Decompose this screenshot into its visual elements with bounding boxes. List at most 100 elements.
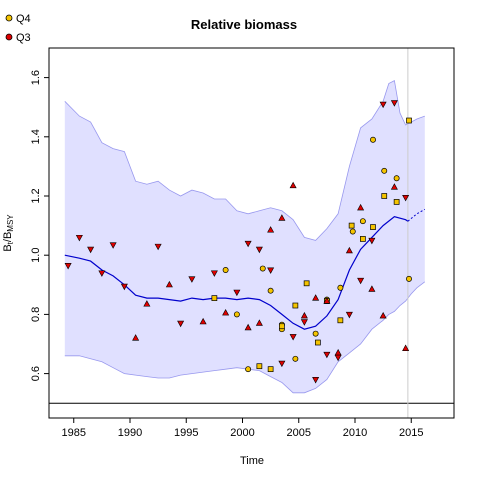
q3-triangle-down [357,277,365,285]
q3-triangle-up [323,297,331,304]
chart-title: Relative biomass [191,17,297,32]
q3-triangle-down [267,267,275,274]
confidence-band [64,79,426,394]
q4-square [381,193,388,199]
q3-triangle-down [120,283,128,291]
q4-point [245,366,252,373]
q3-triangle-down [255,246,263,254]
q4-square [370,224,376,230]
x-tick-label: 2015 [399,427,423,439]
q3-triangle-down [75,234,83,242]
q4-point [349,228,356,235]
q4-point [259,265,266,272]
q4-point [381,167,388,174]
y-tick-label: 0.6 [30,366,42,381]
q4-point [359,218,366,225]
q3-triangle-up [267,226,275,233]
q3-triangle-down [210,270,218,277]
x-tick-label: 2000 [230,427,254,439]
q3-triangle-up [300,311,308,319]
confidence-band-upper-edge [64,79,425,241]
legend-q3-marker [5,33,13,41]
q4-square [292,302,299,309]
q4-square [393,199,400,205]
q3-triangle-down [64,263,72,270]
plot-frame [48,47,455,419]
legend-q4-label: Q4 [16,13,31,25]
confidence-band-lower-edge [64,281,426,394]
q4-square [348,222,355,229]
legend: Q4 Q3 [5,13,31,44]
q3-triangle-down [323,351,331,359]
q4-square [256,363,263,370]
q3-triangle-up [390,183,398,190]
q4-point [267,287,274,294]
q4-point [222,267,229,273]
q3-triangle-up [312,294,320,301]
y-tick-label: 1.6 [30,70,42,85]
q3-triangle-up [368,285,376,292]
q3-triangle-up [199,317,207,325]
q3-triangle-up [244,323,252,331]
q3-triangle-up [222,308,230,316]
q4-point [292,355,299,362]
x-axis-title: Time [240,455,264,467]
q3-triangle-down [244,240,252,248]
q4-square [360,236,366,242]
q3-triangle-down [109,242,117,249]
q3-triangle-down [300,319,308,326]
q4-point [370,136,376,143]
q4-square [337,317,344,324]
y-axis: 0.6 0.8 1.0 1.2 1.4 1.6 [30,70,49,381]
x-tick-label: 2005 [287,427,311,439]
q4-point [393,175,400,182]
q3-triangle-up [165,280,173,288]
q3-triangle-up [402,344,410,351]
q3-triangle-up [357,203,365,211]
q3-triangle-down [154,243,162,251]
q3-triangle-up [143,300,151,307]
q3-triangle-up [278,214,286,221]
q4-square [279,323,285,330]
confidence-band-area [64,80,425,393]
q4-point [312,330,319,337]
q3-triangle-up [132,334,140,341]
q3-triangle-up [289,181,297,189]
q4-square [303,280,310,287]
q3-triangle-down [379,101,387,109]
q3-triangle-down [402,194,410,202]
q4-point [233,311,240,318]
x-tick-label: 1995 [174,427,198,439]
y-axis-title: Bt/BMSY [2,214,15,252]
y-tick-label: 1.0 [30,248,42,263]
q4-square [406,117,412,124]
q4-square [211,295,218,301]
q3-triangle-up [345,246,353,254]
q3-triangle-down [177,320,185,328]
q3-triangle-down [98,270,106,277]
x-tick-label: 2010 [343,427,367,439]
q3-triangle-down [312,377,320,384]
q4-square [315,339,321,346]
observation-points [64,100,412,384]
q4-square [267,366,274,373]
y-tick-label: 1.4 [30,129,42,144]
q3-triangle-up [379,311,387,319]
q3-triangle-down [233,289,241,297]
q3-triangle-down [188,276,196,283]
x-tick-label: 1985 [62,427,86,439]
q3-triangle-down [368,237,376,245]
q3-triangle-down [390,100,398,107]
q3-triangle-down [345,311,353,319]
y-tick-label: 0.8 [30,307,42,322]
legend-q4-marker [5,14,13,22]
q4-point [337,284,344,291]
y-tick-label: 1.2 [30,188,42,203]
x-axis: 1985 1990 1995 2000 2005 2010 2015 [62,418,423,439]
legend-q3-label: Q3 [16,32,31,44]
prediction-line [407,208,426,222]
q3-triangle-up [255,319,263,326]
q3-triangle-down [289,334,297,341]
q3-triangle-down [278,360,286,368]
